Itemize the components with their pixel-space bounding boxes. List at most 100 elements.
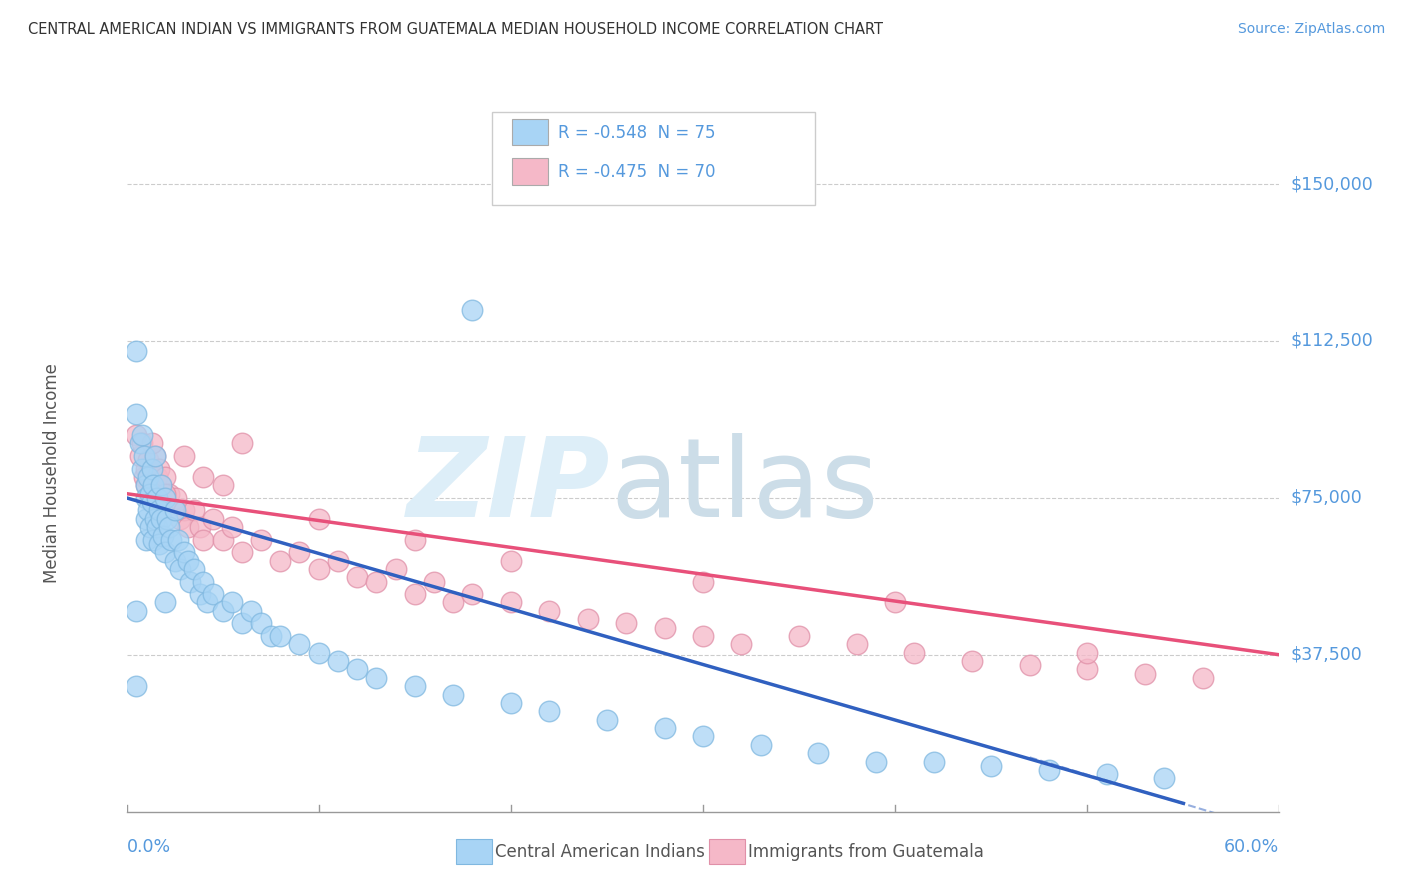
Point — [461, 587, 484, 601]
Point — [142, 533, 165, 547]
Text: Immigrants from Guatemala: Immigrants from Guatemala — [748, 843, 984, 861]
Point — [404, 679, 426, 693]
Point — [346, 570, 368, 584]
Text: R = -0.475  N = 70: R = -0.475 N = 70 — [558, 163, 716, 181]
Point — [136, 453, 159, 467]
Point — [162, 503, 184, 517]
Point — [131, 436, 153, 450]
Point — [654, 721, 676, 735]
Text: atlas: atlas — [610, 433, 879, 540]
Point — [807, 746, 830, 760]
Point — [145, 486, 166, 500]
Point — [173, 503, 195, 517]
Point — [183, 503, 205, 517]
Point — [201, 512, 224, 526]
Point — [221, 595, 243, 609]
Point — [980, 758, 1002, 772]
Point — [211, 533, 233, 547]
Point — [163, 503, 186, 517]
Point — [136, 470, 159, 484]
Point — [179, 574, 201, 589]
Point — [845, 637, 868, 651]
Text: $37,500: $37,500 — [1291, 646, 1362, 664]
Point — [922, 755, 945, 769]
Point — [135, 478, 157, 492]
Point — [461, 302, 484, 317]
Point — [173, 545, 195, 559]
Point — [132, 449, 155, 463]
Point — [156, 512, 179, 526]
Point — [146, 520, 169, 534]
Point — [240, 604, 263, 618]
Point — [730, 637, 752, 651]
Point — [884, 595, 907, 609]
Point — [177, 520, 200, 534]
Point — [201, 587, 224, 601]
Point — [153, 595, 176, 609]
Point — [614, 616, 637, 631]
Point — [288, 637, 311, 651]
Point — [163, 554, 186, 568]
Point — [153, 491, 176, 505]
Point — [152, 491, 174, 505]
Point — [166, 491, 188, 505]
Point — [138, 520, 160, 534]
Point — [138, 491, 160, 505]
Point — [125, 604, 148, 618]
Text: R = -0.548  N = 75: R = -0.548 N = 75 — [558, 124, 716, 142]
Point — [787, 629, 810, 643]
Point — [188, 520, 211, 534]
Point — [135, 478, 157, 492]
Text: $112,500: $112,500 — [1291, 332, 1374, 350]
Point — [153, 470, 176, 484]
Point — [153, 545, 176, 559]
Point — [141, 461, 163, 475]
Point — [250, 616, 273, 631]
Point — [269, 629, 291, 643]
Point — [441, 595, 464, 609]
Point — [538, 604, 561, 618]
Point — [692, 574, 714, 589]
Point — [138, 470, 160, 484]
Point — [231, 436, 253, 450]
Point — [960, 654, 983, 668]
Point — [538, 704, 561, 718]
Point — [326, 654, 349, 668]
Point — [150, 478, 173, 492]
Point — [1191, 671, 1213, 685]
Point — [129, 449, 152, 463]
Point — [366, 671, 388, 685]
Point — [441, 688, 464, 702]
Point — [169, 562, 191, 576]
Point — [135, 461, 157, 475]
Point — [142, 478, 165, 492]
Point — [865, 755, 887, 769]
Point — [259, 629, 281, 643]
Point — [135, 512, 157, 526]
Point — [148, 537, 170, 551]
Point — [132, 470, 155, 484]
Point — [136, 503, 159, 517]
Point — [169, 512, 191, 526]
Point — [288, 545, 311, 559]
Point — [141, 461, 163, 475]
Point — [346, 662, 368, 676]
Text: 0.0%: 0.0% — [127, 838, 170, 856]
Point — [1153, 771, 1175, 785]
Point — [146, 470, 169, 484]
Point — [269, 554, 291, 568]
Point — [159, 533, 181, 547]
Point — [903, 646, 925, 660]
Point — [135, 533, 157, 547]
Text: ZIP: ZIP — [408, 433, 610, 540]
Point — [499, 696, 522, 710]
Point — [576, 612, 599, 626]
Point — [404, 587, 426, 601]
Point — [157, 520, 180, 534]
Point — [596, 713, 619, 727]
Point — [145, 449, 166, 463]
Point — [250, 533, 273, 547]
Point — [308, 646, 330, 660]
Point — [308, 512, 330, 526]
Point — [308, 562, 330, 576]
